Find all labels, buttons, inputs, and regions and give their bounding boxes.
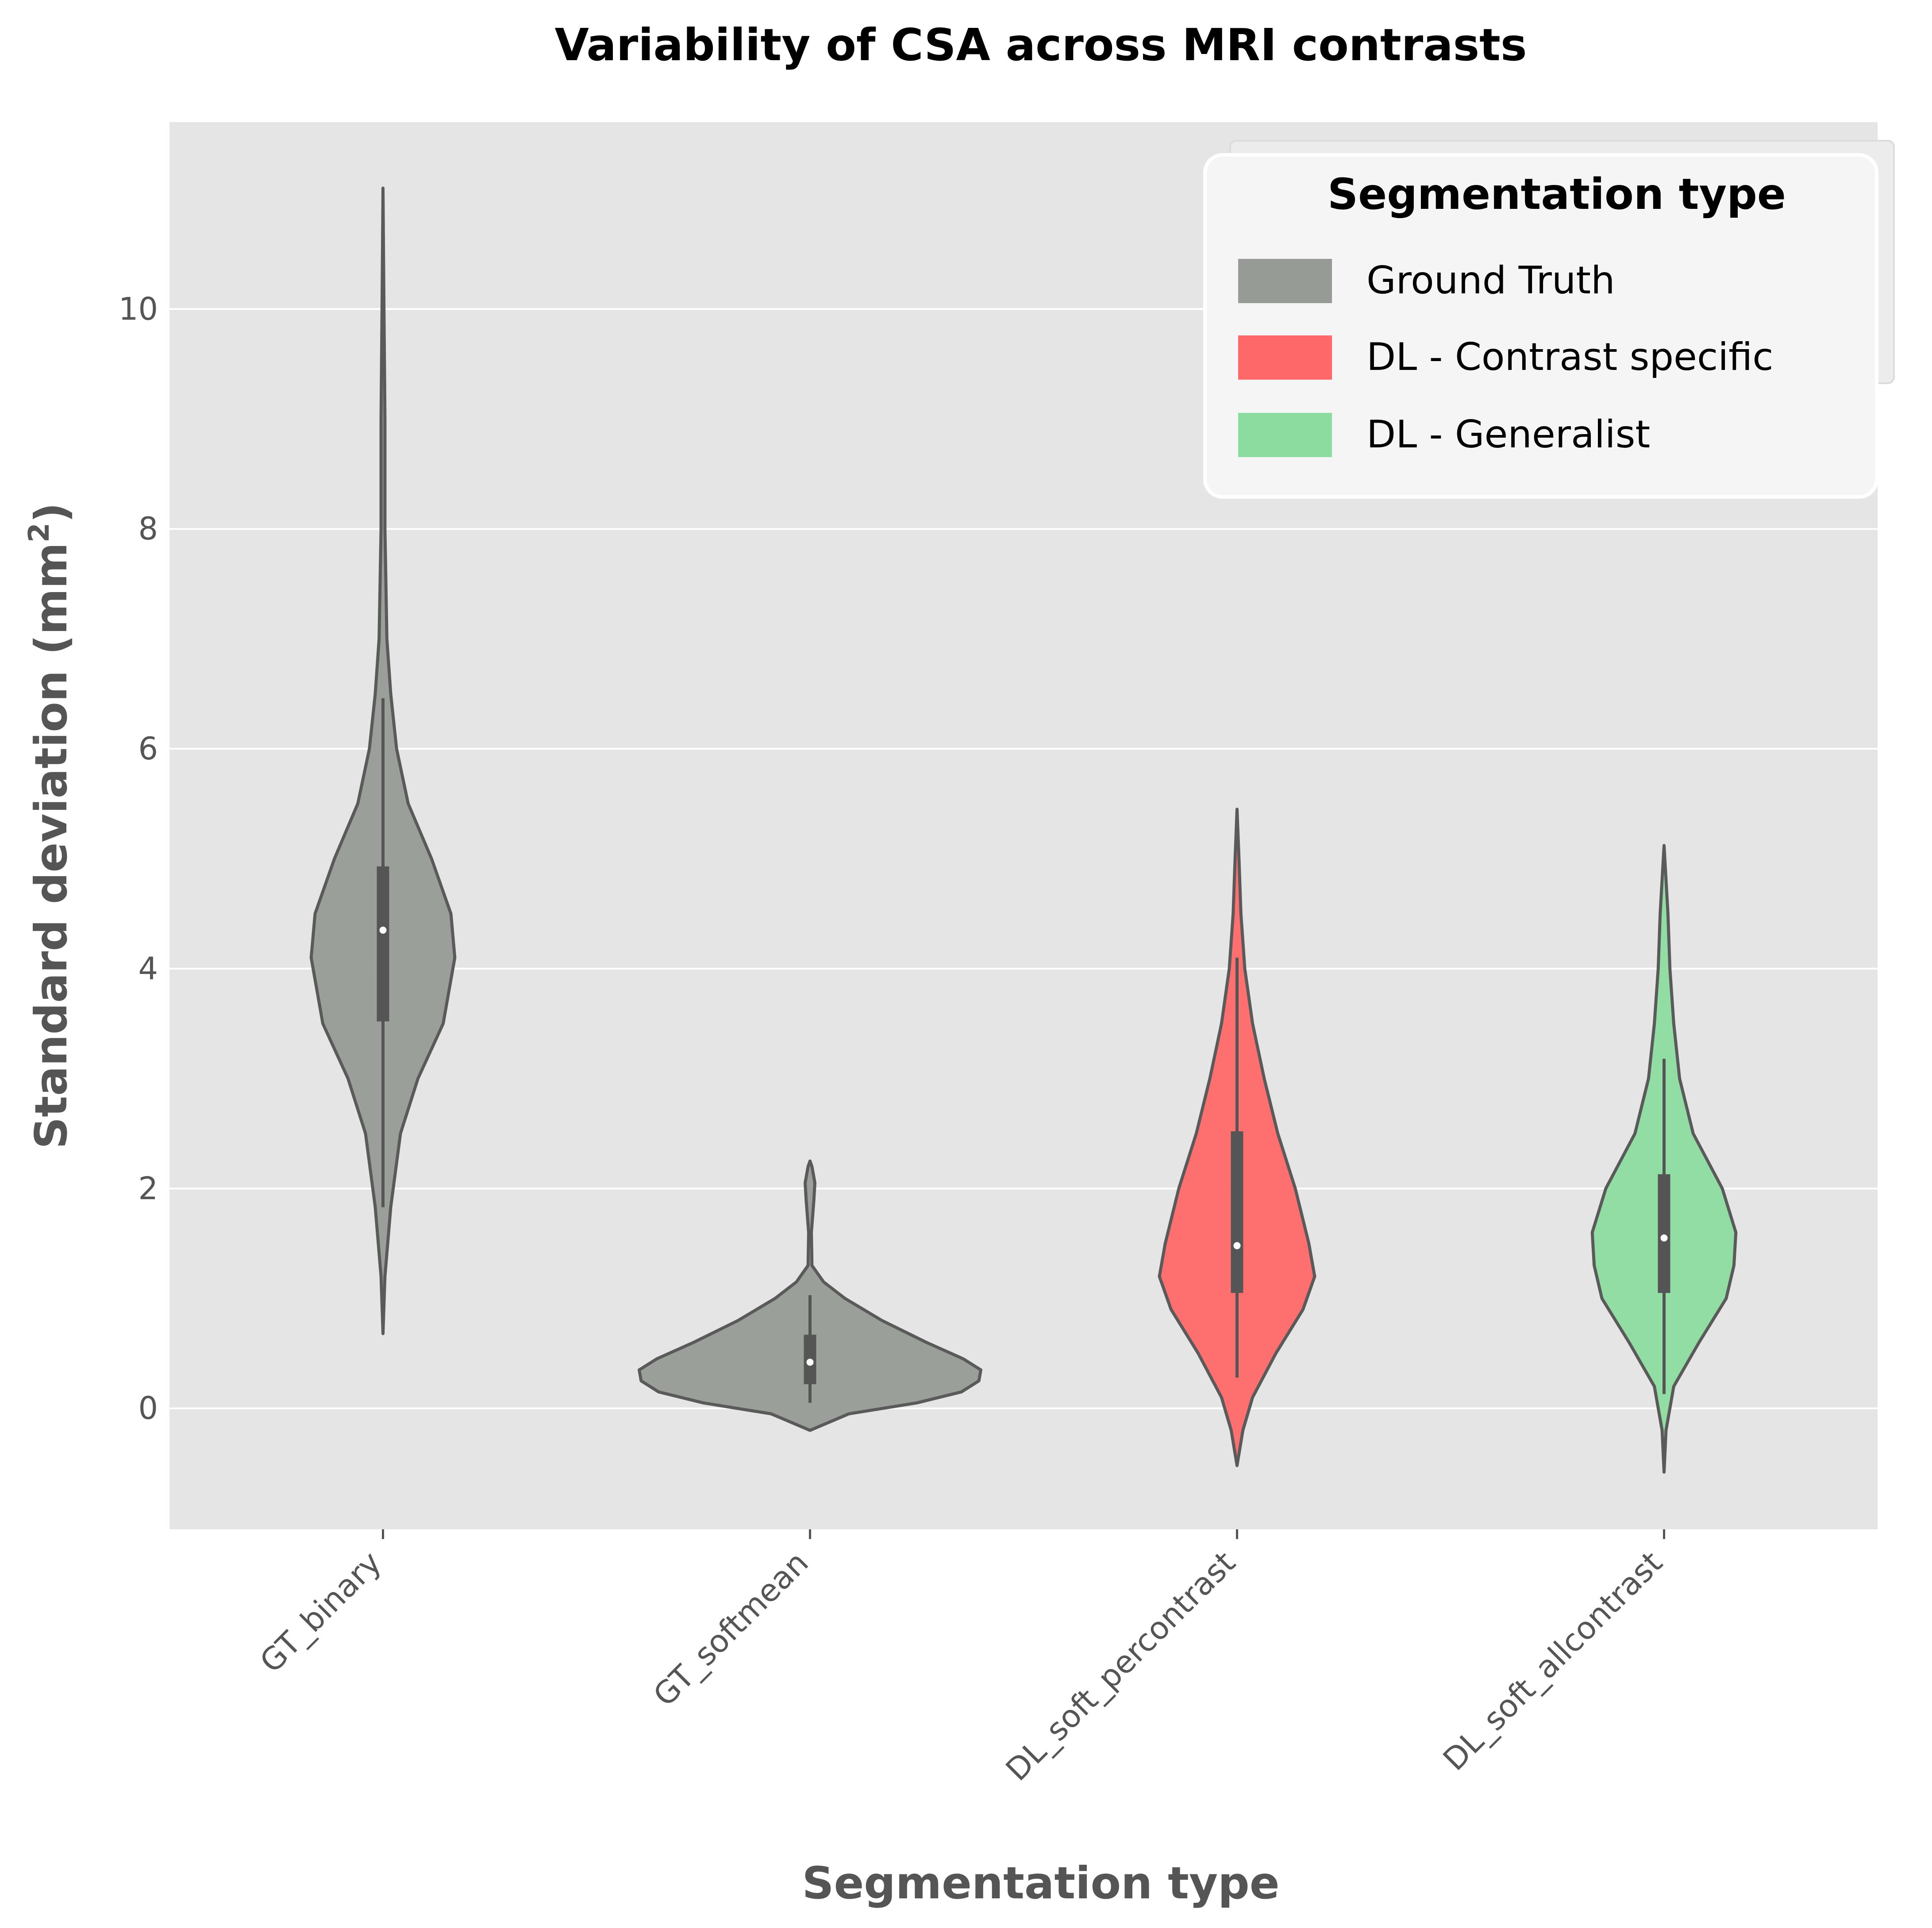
legend-label: DL - Generalist — [1366, 412, 1650, 457]
y-axis-label-suffix: ) — [25, 503, 77, 523]
x-tick-label: DL_soft_percontrast — [999, 1544, 1242, 1788]
violin-iqr-box — [377, 866, 389, 1022]
legend-swatch — [1238, 259, 1332, 303]
legend-swatch — [1238, 335, 1332, 380]
y-axis-label-superscript: 2 — [23, 523, 56, 543]
violin-DL_soft_allcontrast — [1590, 844, 1738, 1474]
violin-median-dot — [1660, 1234, 1668, 1242]
violin-median-dot — [1233, 1242, 1241, 1250]
x-axis-label: Segmentation type — [802, 1857, 1279, 1909]
y-tick-label: 4 — [138, 951, 158, 987]
violin-iqr-box — [1231, 1131, 1243, 1293]
y-tick-label: 8 — [138, 511, 158, 547]
x-tick-label: GT_softmean — [647, 1544, 816, 1713]
y-tick-label: 0 — [138, 1390, 158, 1427]
legend: Segmentation type Ground Truth DL - Contr… — [1203, 140, 1895, 499]
violins — [309, 186, 1738, 1474]
x-tick-label: GT_binary — [253, 1544, 388, 1680]
legend-label: Ground Truth — [1366, 258, 1615, 303]
violin-median-dot — [806, 1358, 814, 1366]
violin-GT_softmean — [638, 1159, 982, 1432]
y-axis-label: Standard deviation (mm2) — [23, 503, 77, 1149]
y-tick-label: 2 — [138, 1170, 158, 1207]
y-axis-label-main: Standard deviation (mm — [25, 543, 77, 1149]
x-tick-label: DL_soft_allcontrast — [1436, 1544, 1669, 1778]
legend-items: Ground Truth DL - Contrast specific DL - G… — [1238, 258, 1774, 457]
y-tick-label: 6 — [138, 731, 158, 767]
y-tick-label: 10 — [119, 291, 158, 327]
legend-box — [1203, 153, 1878, 499]
violin-GT_binary — [309, 186, 457, 1335]
legend-title: Segmentation type — [1328, 169, 1786, 219]
legend-label: DL - Contrast specific — [1366, 335, 1774, 379]
violin-median-dot — [379, 927, 387, 934]
x-axis: GT_binary GT_softmean DL_soft_percontrast D… — [253, 1529, 1670, 1788]
violin-iqr-box — [1658, 1174, 1670, 1293]
y-axis: 0 2 4 6 8 10 — [119, 291, 158, 1426]
legend-swatch — [1238, 413, 1332, 457]
chart-title: Variability of CSA across MRI contrasts — [555, 19, 1527, 71]
violin-DL_soft_percontrast — [1158, 808, 1316, 1467]
